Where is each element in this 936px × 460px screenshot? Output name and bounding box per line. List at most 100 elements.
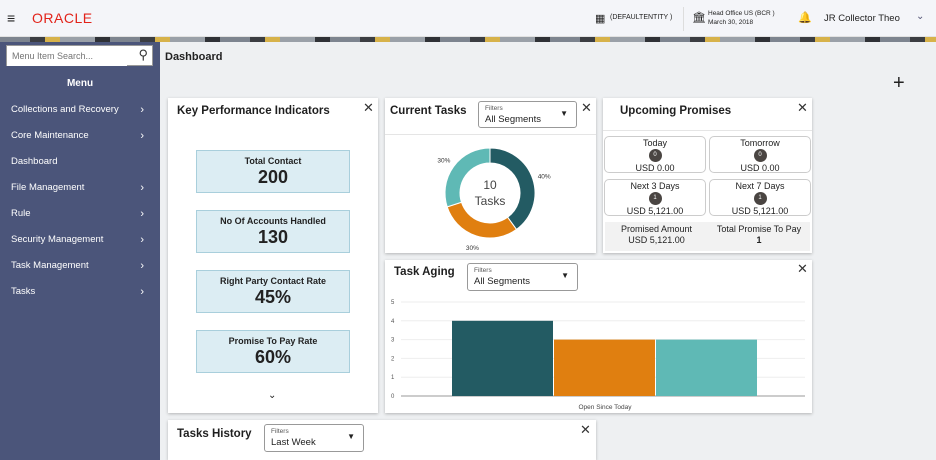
kpi-tile[interactable]: No Of Accounts Handled 130 [196,210,350,253]
promise-count-badge: 1 [648,192,662,205]
filter-value: All Segments [474,276,530,287]
promise-summary: Promised Amount USD 5,121.00 Total Promi… [605,222,810,251]
promised-amount-label: Promised Amount [620,224,693,234]
tasks-history-widget: Tasks History Filters Last Week ▼ ✕ [168,420,596,460]
chevron-right-icon: › [140,182,144,194]
caret-down-icon: ▼ [560,109,568,118]
bar[interactable] [656,339,757,396]
user-menu[interactable]: JR Collector Theo [824,13,900,24]
donut-slice-label: 40% [538,173,551,180]
divider [683,7,684,31]
chevron-right-icon: › [140,234,144,246]
kpi-label: Total Contact [244,156,302,166]
kpi-widget: Key Performance Indicators ✕ Total Conta… [168,98,378,413]
caret-down-icon: ▼ [561,271,569,280]
chevron-down-icon[interactable]: ⌄ [916,11,925,22]
promise-period: Next 3 Days [630,181,680,191]
kpi-value: 60% [254,347,292,367]
sidebar-item[interactable]: Dashboard [11,154,146,170]
decorative-band [0,37,936,42]
upcoming-promises-widget: Upcoming Promises ✕ Today 0 USD 0.00 Tomorr… [603,98,812,253]
chevron-right-icon: › [140,260,144,272]
sidebar-item[interactable]: Task Management › [11,258,146,274]
promise-amount: USD 0.00 [635,163,675,173]
promise-count-badge: 1 [753,192,767,205]
chevron-right-icon: › [140,104,144,116]
filter-label: Filters [485,105,503,112]
kpi-value: 130 [257,227,289,247]
add-widget-button[interactable]: + [893,72,905,94]
kpi-tile[interactable]: Promise To Pay Rate 60% [196,330,350,373]
close-icon[interactable]: ✕ [580,422,591,437]
kpi-tile[interactable]: Right Party Contact Rate 45% [196,270,350,313]
close-icon[interactable]: ✕ [797,261,808,276]
promise-box[interactable]: Next 3 Days 1 USD 5,121.00 [604,179,706,216]
donut-slice[interactable] [444,147,491,208]
sidebar-item[interactable]: Core Maintenance › [11,128,146,144]
building-icon: ▦ [595,13,606,25]
bank-icon: 🏛 [692,12,706,24]
bar[interactable] [452,320,553,396]
kpi-tile[interactable]: Total Contact 200 [196,150,350,193]
hamburger-menu-icon[interactable]: ≡ [7,10,16,26]
promise-box[interactable]: Today 0 USD 0.00 [604,136,706,173]
menu-search-input[interactable] [7,46,127,66]
oracle-logo: ORACLE [32,10,93,26]
sidebar-item-label: Task Management [11,260,89,271]
bell-icon[interactable]: 🔔 [798,12,812,24]
promise-box[interactable]: Tomorrow 0 USD 0.00 [709,136,811,173]
y-tick-label: 2 [391,356,395,362]
y-tick-label: 5 [391,300,395,306]
sidebar-item-label: Rule [11,208,31,219]
y-tick-label: 3 [391,338,395,344]
branch-date: March 30, 2018 [708,19,754,26]
promised-amount-value: USD 5,121.00 [628,235,685,245]
close-icon[interactable]: ✕ [581,100,592,115]
sidebar-item[interactable]: Security Management › [11,232,146,248]
sidebar-item-label: Dashboard [11,156,58,167]
kpi-label: Right Party Contact Rate [219,276,326,286]
page-title: Dashboard [165,51,223,63]
filter-value: All Segments [485,114,541,125]
entity-selector[interactable]: (DEFAULTENTITY ) [610,14,673,21]
divider [603,130,812,131]
sidebar-item-label: Tasks [11,286,36,297]
branch-name[interactable]: Head Office US (BCR ) [708,10,775,17]
promise-period: Next 7 Days [735,181,785,191]
divider [385,134,596,135]
task-aging-widget: Task Aging Filters All Segments ▼ ✕ 0 1 2 3… [385,260,812,413]
kpi-label: Promise To Pay Rate [228,336,318,346]
sidebar-item-label: Collections and Recovery [11,104,119,115]
widget-title: Current Tasks [390,105,467,117]
promise-box[interactable]: Next 7 Days 1 USD 5,121.00 [709,179,811,216]
bar[interactable] [554,339,655,396]
promise-period: Tomorrow [740,138,780,148]
chevron-right-icon: › [140,286,144,298]
chevron-down-icon[interactable]: ⌄ [268,390,277,401]
donut-center-label: Tasks [474,194,506,208]
donut-slice-label: 30% [437,157,450,164]
sidebar-item[interactable]: Rule › [11,206,146,222]
kpi-value: 45% [254,287,292,307]
close-icon[interactable]: ✕ [797,100,808,115]
kpi-label: No Of Accounts Handled [220,216,326,226]
segment-filter[interactable]: Filters All Segments ▼ [478,101,577,128]
chevron-right-icon: › [140,208,144,220]
widget-title: Task Aging [394,266,455,278]
app-header: ≡ ORACLE ▦ (DEFAULTENTITY ) 🏛 Head Offic… [0,0,936,37]
promise-amount: USD 5,121.00 [626,206,684,216]
filter-value: Last Week [271,437,316,448]
segment-filter[interactable]: Filters All Segments ▼ [467,263,578,291]
sidebar-item[interactable]: File Management › [11,180,146,196]
y-tick-label: 0 [391,394,395,400]
sidebar-item[interactable]: Tasks › [11,284,146,300]
search-icon[interactable]: ⚲ [138,47,148,62]
menu-search[interactable]: ⚲ [6,45,153,66]
promise-count-badge: 0 [753,149,767,162]
period-filter[interactable]: Filters Last Week ▼ [264,424,364,452]
close-icon[interactable]: ✕ [363,100,374,115]
sidebar: ⚲ Menu Collections and Recovery›Core Mai… [0,42,160,460]
sidebar-item[interactable]: Collections and Recovery › [11,102,146,118]
widget-title: Upcoming Promises [620,105,732,117]
bar-chart: 0 1 2 3 4 5 Open Since Today [391,300,805,411]
